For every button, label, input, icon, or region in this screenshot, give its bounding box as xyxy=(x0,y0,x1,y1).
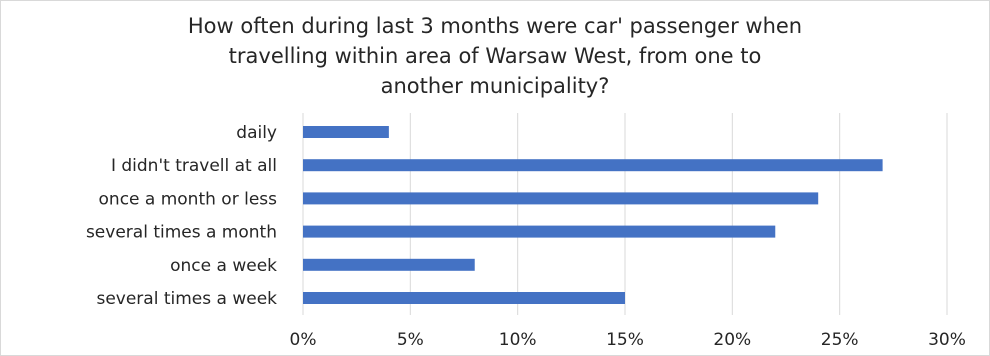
x-tick-label: 10% xyxy=(499,330,537,350)
x-tick-label: 25% xyxy=(821,330,859,350)
category-label: once a week xyxy=(170,256,277,276)
category-label: several times a week xyxy=(96,289,277,309)
x-tick-label: 15% xyxy=(606,330,644,350)
category-label: I didn't travell at all xyxy=(111,156,277,176)
category-label: several times a month xyxy=(86,223,277,243)
x-tick-label: 30% xyxy=(928,330,966,350)
bar xyxy=(303,126,389,138)
bar xyxy=(303,292,625,304)
x-tick-label: 0% xyxy=(290,330,317,350)
category-label: once a month or less xyxy=(99,189,278,209)
bar xyxy=(303,225,776,238)
bar xyxy=(303,192,819,205)
x-tick-label: 20% xyxy=(713,330,751,350)
bar xyxy=(303,258,475,271)
chart-title: How often during last 3 months were car'… xyxy=(187,14,803,98)
x-tick-label: 5% xyxy=(397,330,424,350)
category-label: daily xyxy=(236,123,277,143)
bar xyxy=(303,159,883,172)
